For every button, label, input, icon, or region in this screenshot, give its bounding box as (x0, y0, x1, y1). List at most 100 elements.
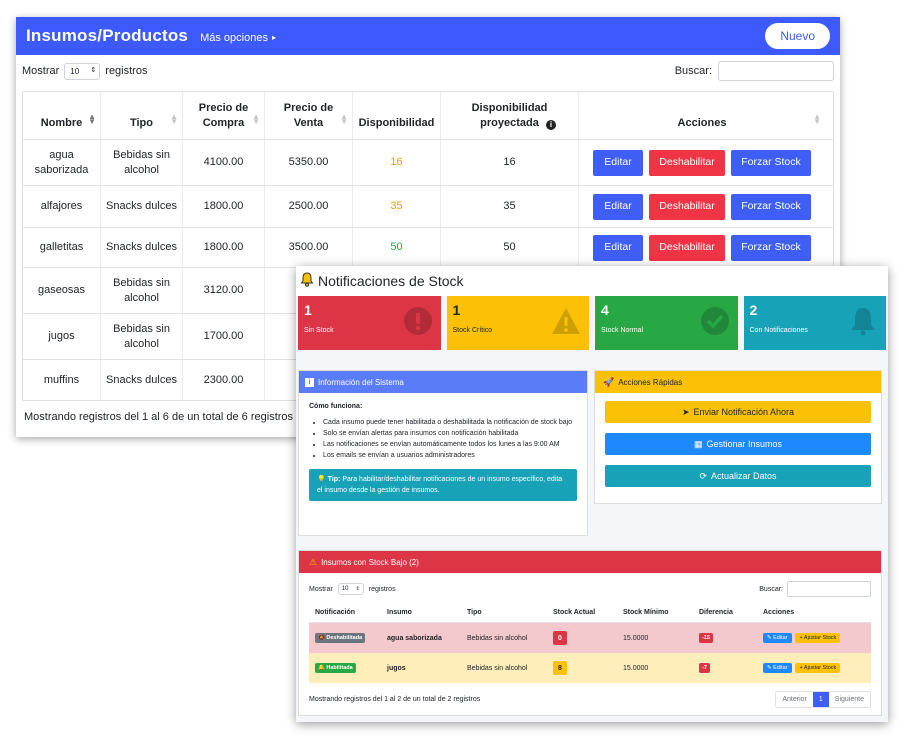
search-input[interactable] (718, 61, 834, 81)
edit-button[interactable]: ✎ Editar (763, 633, 792, 643)
edit-button[interactable]: ✎ Editar (763, 663, 792, 673)
cell-diferencia: -7 (693, 663, 757, 673)
sort-asc-icon: ▲ ▼ (88, 112, 96, 126)
force-stock-button[interactable]: Forzar Stock (731, 193, 811, 220)
button-label: Ajustar Stock (803, 635, 837, 641)
col-header-stock-minimo[interactable]: Stock Mínimo (623, 609, 669, 616)
edit-button[interactable]: Editar (593, 149, 643, 176)
search-input[interactable] (787, 581, 871, 597)
edit-button[interactable]: Editar (593, 193, 643, 220)
sync-icon: ⟳ (699, 470, 707, 481)
difference-badge: -15 (699, 633, 713, 643)
force-stock-button[interactable]: Forzar Stock (731, 149, 811, 176)
col-header-notificacion[interactable]: Notificación (315, 609, 356, 616)
info-circle-icon[interactable]: i (546, 120, 556, 130)
cell-acciones: ✎ Editar + Ajustar Stock (757, 663, 873, 673)
cell-diferencia: -15 (693, 633, 757, 643)
lightbulb-icon: 💡 (317, 476, 326, 483)
col-header-disp-proyectada[interactable]: Disponibilidad proyectada i (441, 92, 579, 139)
select-arrow-icon: ⇕ (355, 586, 360, 592)
col-header-precio-venta[interactable]: Precio de Venta ▲ ▼ (265, 92, 353, 139)
warning-triangle-icon (552, 308, 580, 334)
page-size-value: 10 (70, 66, 80, 76)
col-header-disponibilidad[interactable]: Disponibilidad (353, 92, 441, 139)
adjust-stock-button[interactable]: + Ajustar Stock (795, 663, 841, 673)
page-size-select[interactable]: 10 ⇕ (337, 583, 364, 595)
col-header-stock-actual[interactable]: Stock Actual (553, 609, 596, 616)
disable-button[interactable]: Deshabilitar (649, 149, 725, 176)
col-header-tipo[interactable]: Tipo ▲ ▼ (101, 92, 183, 139)
how-it-works-heading: Cómo funciona: (309, 403, 363, 410)
cell-insumo: jugos (387, 664, 406, 672)
button-label: Editar (773, 665, 788, 671)
button-label: Enviar Notificación Ahora (693, 407, 795, 417)
col-header-acciones[interactable]: Acciones ▲ ▼ (579, 92, 825, 139)
edit-button[interactable]: Editar (593, 234, 643, 261)
card-label: Stock Normal (601, 327, 644, 334)
col-header-insumo[interactable]: Insumo (387, 609, 412, 616)
cell-tipo: Bebidas sin alcohol (467, 634, 528, 642)
new-button[interactable]: Nuevo (765, 23, 830, 49)
cell-venta: 5350.00 (265, 140, 353, 185)
col-header-diferencia[interactable]: Diferencia (699, 609, 733, 616)
search-label: Buscar: (674, 65, 712, 77)
show-label: Mostrar (22, 65, 60, 77)
rocket-icon: 🚀 (603, 376, 615, 387)
page-size-value: 10 (341, 586, 349, 592)
card-label: Con Notificaciones (749, 327, 808, 334)
cell-acciones: Editar Deshabilitar Forzar Stock (579, 140, 825, 185)
cell-tipo: Bebidas sin alcohol (101, 140, 183, 185)
cell-stock-actual: 0 (547, 631, 617, 645)
tip-text: Para habilitar/deshabilitar notificacion… (317, 476, 563, 494)
cell-tipo: Snacks dulces (101, 186, 183, 227)
cell-disponibilidad: 50 (353, 228, 441, 267)
cell-compra: 1800.00 (183, 186, 265, 227)
system-info-body: Cómo funciona: Cada insumo puede tener h… (299, 393, 587, 509)
bell-icon (851, 308, 875, 336)
table-row: galletitas Snacks dulces 1800.00 3500.00… (23, 228, 833, 268)
send-notification-button[interactable]: ➤ Enviar Notificación Ahora (605, 401, 871, 423)
cell-venta: 2500.00 (265, 186, 353, 227)
force-stock-button[interactable]: Forzar Stock (731, 234, 811, 261)
cell-tipo: Snacks dulces (101, 228, 183, 267)
badge-label: Deshabilitada (326, 635, 363, 641)
sort-icon: ▲ ▼ (340, 112, 348, 126)
col-header-acciones[interactable]: Acciones (763, 609, 795, 616)
cell-notificacion: 🔔 Habilitada (309, 663, 381, 673)
col-label: Disponibilidad (358, 117, 435, 129)
system-info-title: Información del Sistema (318, 377, 404, 387)
cell-nombre: agua saborizada (23, 140, 101, 185)
card-label: Sin Stock (304, 327, 334, 334)
disable-button[interactable]: Deshabilitar (649, 193, 725, 220)
stats-cards: 1 Sin Stock 1 Stock Crítico 4 Stock Norm… (296, 296, 888, 350)
col-label: Precio de Compra (198, 102, 249, 129)
manage-supplies-button[interactable]: ▦ Gestionar Insumos (605, 433, 871, 455)
pagination: Anterior 1 Siguiente (775, 691, 871, 708)
next-page-button[interactable]: Siguiente (834, 696, 864, 703)
bell-icon (300, 272, 314, 290)
difference-badge: -7 (699, 663, 710, 673)
page-button-1[interactable]: 1 (812, 692, 829, 707)
cell-tipo: Bebidas sin alcohol (101, 268, 183, 313)
more-options-link[interactable]: Más opciones ▸ (200, 32, 276, 44)
stock-badge: 8 (553, 661, 567, 675)
page-size-select[interactable]: 10 ⇕ (64, 62, 101, 80)
cell-nombre: jugos (23, 314, 101, 359)
page-title: Insumos/Productos (26, 26, 189, 45)
col-header-tipo[interactable]: Tipo (467, 609, 482, 616)
prev-page-button[interactable]: Anterior (782, 696, 807, 703)
disable-button[interactable]: Deshabilitar (649, 234, 725, 261)
adjust-stock-button[interactable]: + Ajustar Stock (795, 633, 841, 643)
refresh-data-button[interactable]: ⟳ Actualizar Datos (605, 465, 871, 487)
col-header-nombre[interactable]: Nombre ▲ ▼ (23, 92, 101, 139)
records-label: registros (368, 585, 396, 593)
stock-badge: 0 (553, 631, 567, 645)
table-info: Mostrando registros del 1 al 6 de un tot… (24, 411, 294, 423)
records-label: registros (105, 65, 148, 77)
status-badge: 🔔 Habilitada (315, 663, 356, 673)
cell-proyectada: 16 (441, 140, 579, 185)
col-header-precio-compra[interactable]: Precio de Compra ▲ ▼ (183, 92, 265, 139)
cell-insumo: agua saborizada (387, 634, 442, 642)
card-con-notificaciones: 2 Con Notificaciones (743, 296, 886, 350)
boxes-icon: ▦ (693, 438, 703, 449)
